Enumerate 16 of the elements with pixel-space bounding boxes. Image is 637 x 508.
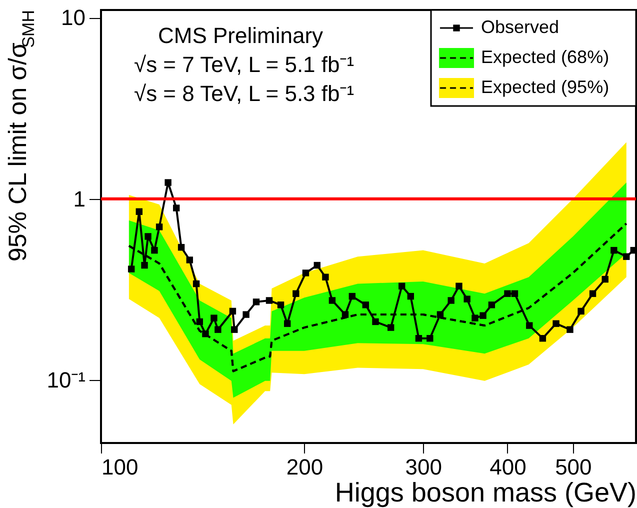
x-tick-label: 500 xyxy=(555,454,592,480)
y-axis-title: 95% CL limit on σ/σSMH xyxy=(4,10,38,262)
x-tick-label: 200 xyxy=(286,454,324,480)
legend-label: Expected (95%) xyxy=(481,77,610,97)
y-tick-label: 1 xyxy=(73,186,86,212)
x-tick-label: 300 xyxy=(405,454,442,480)
annotation: CMS Preliminary xyxy=(158,23,324,48)
x-tick-label: 400 xyxy=(490,454,526,480)
x-tick-label: 100 xyxy=(102,454,138,480)
annotation: √s = 7 TeV, L = 5.1 fb⁻¹ xyxy=(134,52,354,77)
y-tick-label: 10⁻¹ xyxy=(46,368,86,393)
annotation: √s = 8 TeV, L = 5.3 fb⁻¹ xyxy=(134,81,354,106)
legend-label: Expected (68%) xyxy=(481,47,610,67)
y-tick-label: 10 xyxy=(61,5,86,30)
legend-label: Observed xyxy=(481,17,560,37)
x-axis-title: Higgs boson mass (GeV) xyxy=(334,478,636,508)
